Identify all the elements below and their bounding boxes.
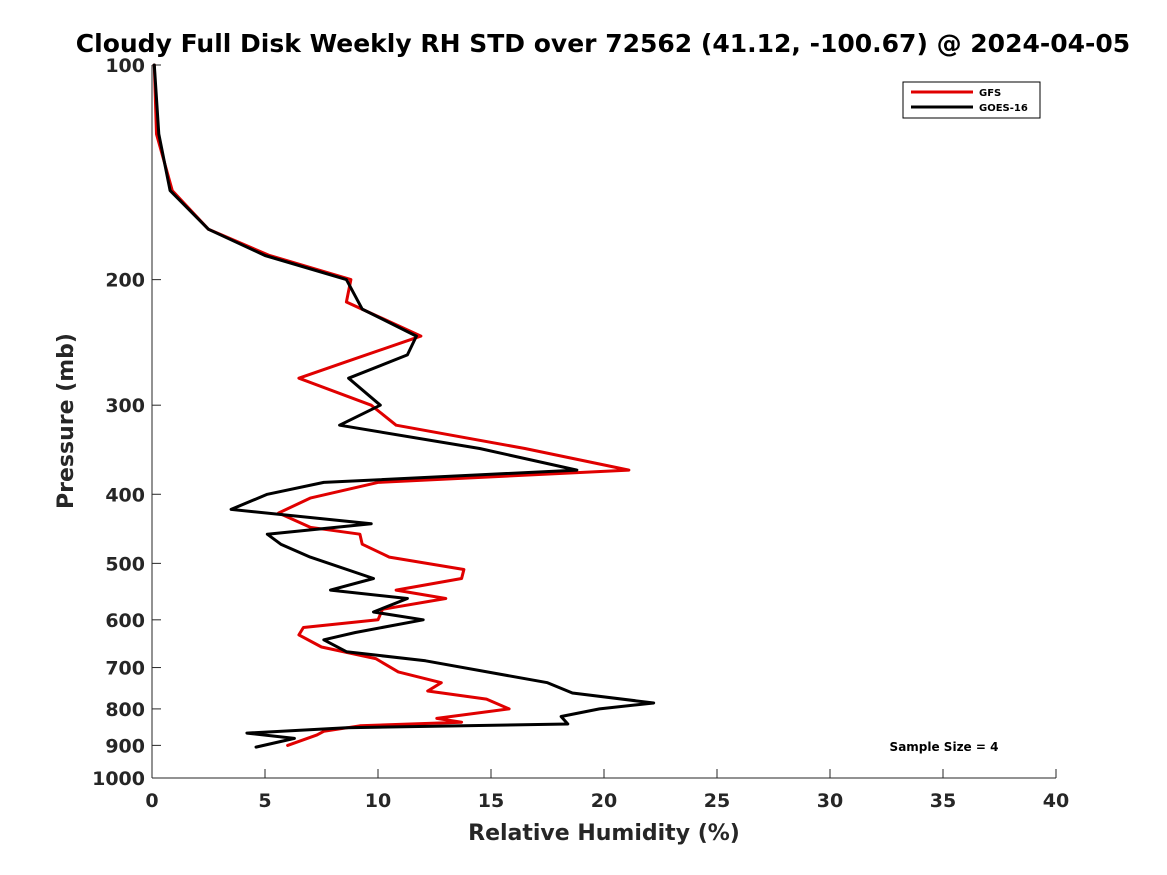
y-tick-label: 600 (105, 610, 145, 632)
y-axis: 100 200 300 400 500 600 700 800 900 1000 (92, 55, 161, 790)
series-line-gfs (152, 63, 631, 747)
chart-title: Cloudy Full Disk Weekly RH STD over 7256… (76, 29, 1130, 58)
y-tick-label: 700 (105, 658, 145, 680)
x-tick-label: 0 (145, 790, 158, 812)
x-tick-label: 40 (1043, 790, 1069, 812)
y-tick-label: 100 (105, 55, 145, 77)
legend-box (902, 81, 1041, 119)
legend-label-gfs: GFS (979, 88, 1001, 99)
y-tick-label: 300 (105, 395, 145, 417)
x-axis-label: Relative Humidity (%) (468, 821, 740, 846)
y-axis-label: Pressure (mb) (54, 333, 79, 509)
x-tick-label: 20 (591, 790, 617, 812)
x-tick-label: 35 (930, 790, 956, 812)
legend: GFS GOES-16 (902, 81, 1041, 119)
series-line-goes-16 (152, 63, 656, 749)
x-tick-label: 30 (817, 790, 843, 812)
sample-size-annotation: Sample Size = 4 (890, 740, 999, 754)
y-tick-label: 1000 (92, 768, 145, 790)
x-axis: 0 5 10 15 20 25 30 35 40 (145, 769, 1069, 812)
legend-label-goes-16: GOES-16 (979, 103, 1028, 114)
y-tick-label: 400 (105, 484, 145, 506)
y-tick-label: 500 (105, 553, 145, 575)
y-tick-label: 900 (105, 735, 145, 757)
y-tick-label: 800 (105, 699, 145, 721)
x-tick-label: 25 (704, 790, 730, 812)
x-tick-label: 5 (258, 790, 271, 812)
plot-area (151, 65, 1056, 779)
x-tick-label: 10 (365, 790, 391, 812)
x-tick-label: 15 (478, 790, 504, 812)
series-layer (152, 63, 656, 749)
y-tick-label: 200 (105, 270, 145, 292)
